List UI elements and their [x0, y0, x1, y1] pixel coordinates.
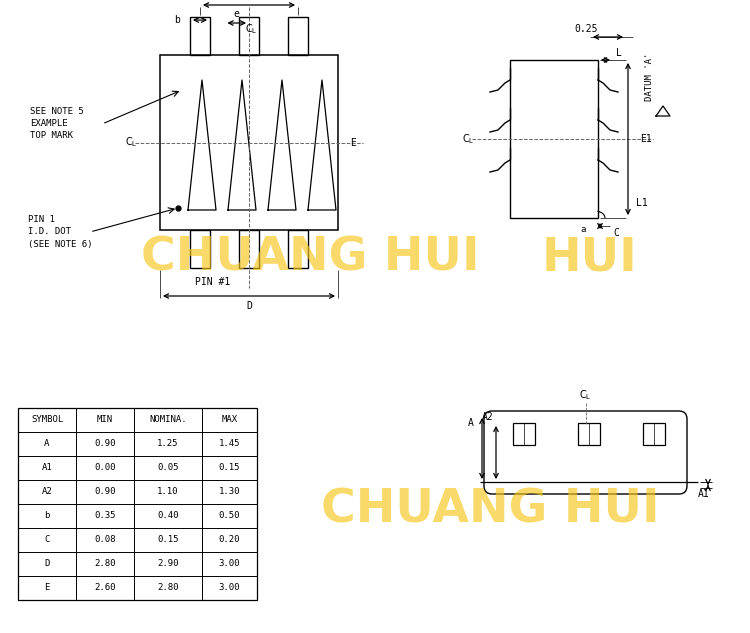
- Text: 2.80: 2.80: [158, 584, 178, 592]
- Text: HUI: HUI: [542, 235, 638, 280]
- Text: CHUANG HUI: CHUANG HUI: [141, 235, 479, 280]
- Text: C: C: [44, 536, 50, 544]
- Text: (SEE NOTE 6): (SEE NOTE 6): [28, 239, 92, 249]
- Text: 0.08: 0.08: [94, 536, 116, 544]
- Text: 0.25: 0.25: [574, 24, 598, 34]
- Text: A2: A2: [482, 412, 494, 422]
- Text: DATUM 'A': DATUM 'A': [646, 53, 655, 101]
- Text: C: C: [613, 228, 619, 238]
- Text: A1: A1: [698, 489, 709, 499]
- Text: SYMBOL: SYMBOL: [31, 415, 63, 425]
- Text: NOMINA.: NOMINA.: [149, 415, 187, 425]
- Text: D: D: [246, 301, 252, 311]
- Text: A2: A2: [42, 487, 52, 496]
- Text: 0.00: 0.00: [94, 463, 116, 472]
- Text: e: e: [234, 9, 240, 19]
- Text: E1: E1: [640, 134, 652, 144]
- Bar: [513, 423, 535, 445]
- Text: 2.80: 2.80: [94, 560, 116, 568]
- Text: PIN #1: PIN #1: [195, 277, 230, 287]
- Text: 0.20: 0.20: [219, 536, 240, 544]
- Text: MIN: MIN: [97, 415, 113, 425]
- Text: 2.90: 2.90: [158, 560, 178, 568]
- Text: PIN 1: PIN 1: [28, 215, 55, 225]
- Bar: [239, 17, 259, 55]
- Bar: [578, 423, 600, 445]
- Text: TOP MARK: TOP MARK: [30, 132, 73, 141]
- Text: 0.05: 0.05: [158, 463, 178, 472]
- Text: 3.00: 3.00: [219, 584, 240, 592]
- Text: $\mathsf{C_L}$: $\mathsf{C_L}$: [244, 22, 257, 36]
- Bar: [643, 423, 665, 445]
- Text: 0.90: 0.90: [94, 439, 116, 449]
- Text: SEE NOTE 5: SEE NOTE 5: [30, 108, 84, 116]
- Text: 0.35: 0.35: [94, 511, 116, 520]
- Text: b: b: [44, 511, 50, 520]
- Text: L: L: [616, 48, 622, 58]
- Text: EXAMPLE: EXAMPLE: [30, 120, 68, 128]
- Text: 1.30: 1.30: [219, 487, 240, 496]
- Text: E: E: [350, 137, 355, 147]
- Text: E: E: [44, 584, 50, 592]
- Bar: [190, 17, 210, 55]
- Text: 0.90: 0.90: [94, 487, 116, 496]
- Text: A1: A1: [42, 463, 52, 472]
- Text: 0.50: 0.50: [219, 511, 240, 520]
- Text: $\mathsf{C_L}$: $\mathsf{C_L}$: [125, 135, 138, 149]
- Text: CHUANG HUI: CHUANG HUI: [321, 487, 659, 532]
- Bar: [18, 408, 257, 600]
- Text: A: A: [44, 439, 50, 449]
- Text: D: D: [44, 560, 50, 568]
- Text: 1.45: 1.45: [219, 439, 240, 449]
- Bar: [288, 230, 308, 268]
- Bar: [510, 60, 598, 218]
- Bar: [239, 230, 259, 268]
- Text: 1.25: 1.25: [158, 439, 178, 449]
- Text: A: A: [468, 418, 474, 428]
- Bar: [160, 55, 338, 230]
- Bar: [288, 17, 308, 55]
- Bar: [190, 230, 210, 268]
- Text: 2.60: 2.60: [94, 584, 116, 592]
- Text: MAX: MAX: [221, 415, 238, 425]
- Text: 3.00: 3.00: [219, 560, 240, 568]
- Text: 0.40: 0.40: [158, 511, 178, 520]
- Text: e1: e1: [243, 0, 255, 1]
- Text: $\mathsf{C_L}$: $\mathsf{C_L}$: [579, 388, 592, 402]
- Text: 1.10: 1.10: [158, 487, 178, 496]
- Text: b: b: [174, 15, 180, 25]
- Text: L1: L1: [636, 198, 648, 208]
- Text: 0.15: 0.15: [158, 536, 178, 544]
- Text: a: a: [580, 225, 586, 234]
- Text: I.D. DOT: I.D. DOT: [28, 227, 71, 237]
- Text: 0.15: 0.15: [219, 463, 240, 472]
- Text: $\mathsf{C_L}$: $\mathsf{C_L}$: [463, 132, 475, 146]
